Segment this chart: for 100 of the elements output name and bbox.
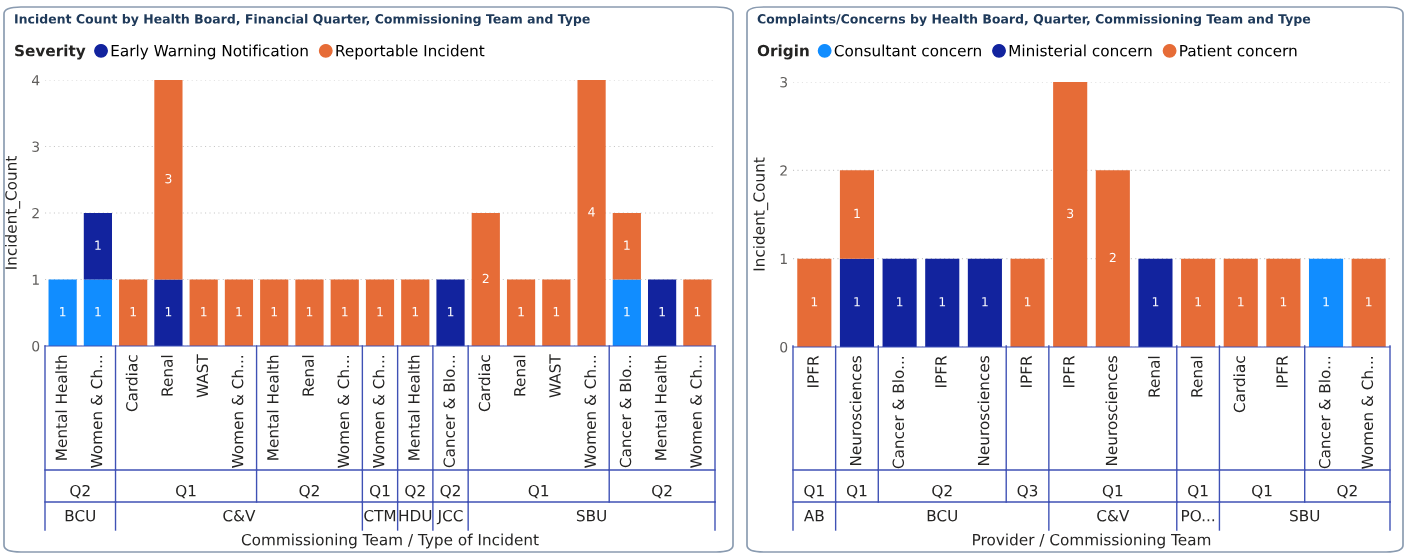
text: BCU [65, 509, 95, 522]
data-label: 1 [518, 307, 524, 317]
bar [365, 279, 395, 346]
y-tick-label: 2 [32, 207, 39, 219]
x-tick-label: Mental Health [266, 355, 279, 460]
bar [612, 213, 641, 280]
bar [48, 279, 77, 346]
x-tick-label: Renal [1148, 356, 1160, 397]
data-label: 1 [1152, 297, 1159, 307]
x-tick-label: Women & Ch... [90, 355, 103, 468]
bar [295, 279, 324, 346]
data-label: 1 [939, 297, 946, 307]
bar [401, 279, 430, 346]
text: Q1 [176, 484, 196, 499]
text: Q2 [652, 484, 672, 499]
data-label: 3 [165, 173, 172, 184]
bar [648, 279, 677, 346]
data-label: 1 [60, 307, 66, 317]
data-label: 1 [854, 297, 860, 307]
data-label: 1 [897, 297, 903, 307]
text: C&V [1097, 509, 1130, 522]
text: BCU [927, 509, 957, 522]
bar [436, 279, 465, 346]
bar [542, 279, 571, 346]
x-tick-label: Cardiac [125, 355, 138, 412]
bar [612, 279, 641, 346]
bar [119, 279, 148, 346]
text: Q2 [440, 484, 460, 499]
chart-title: Incident Count by Health Board, Financial Quarter, Commissioning Team and Type [15, 13, 590, 27]
bar [260, 279, 289, 346]
text: Q1 [1252, 484, 1272, 499]
x-tick-label: Mental Health [654, 355, 667, 460]
x-tick-label: Women & Ch... [337, 355, 350, 468]
bar [83, 213, 112, 280]
data-label: 1 [694, 307, 701, 317]
x-axis-title: Provider / Commissioning Team [973, 533, 1211, 549]
data-label: 1 [553, 307, 560, 317]
bar [1053, 82, 1088, 347]
bar [471, 213, 500, 346]
legend-title: Origin [757, 44, 809, 60]
text: Q2 [405, 484, 425, 499]
text: JCC [436, 509, 463, 525]
bar [1138, 258, 1173, 347]
legend-label: Reportable Incident [336, 44, 485, 60]
x-tick-label: IPFR [1020, 355, 1032, 387]
bar [154, 279, 183, 346]
x-tick-label: Women & Ch... [1361, 356, 1374, 469]
x-tick-label: IPFR [935, 355, 947, 387]
x-tick-label: Cancer & Blo... [443, 355, 455, 468]
x-tick-label: Neurosciences [977, 356, 990, 466]
text: Q1 [528, 484, 549, 499]
bar [1223, 258, 1258, 347]
bar [330, 279, 359, 346]
text: C&V [223, 509, 256, 522]
x-tick-label: Neurosciences [849, 356, 862, 466]
data-label: 2 [482, 273, 489, 283]
bar [797, 258, 832, 347]
data-label: 1 [624, 240, 630, 250]
text: Q2 [1337, 484, 1357, 499]
x-tick-label: IPFR [1063, 355, 1075, 387]
x-tick-label: Mental Health [407, 355, 420, 460]
data-label: 1 [659, 307, 665, 317]
bar [1181, 258, 1216, 347]
legend-label: Early Warning Notification [111, 44, 308, 60]
bar [506, 279, 536, 346]
data-label: 1 [271, 307, 278, 317]
data-label: 1 [1195, 297, 1201, 307]
data-label: 2 [1109, 252, 1116, 263]
data-label: 1 [130, 307, 136, 317]
data-label: 1 [1024, 297, 1031, 307]
x-tick-label: Renal [161, 355, 173, 396]
data-label: 1 [236, 307, 242, 317]
bar [1308, 258, 1344, 347]
legend-label: Ministerial concern [1009, 44, 1152, 57]
bar [154, 80, 183, 280]
x-tick-label: Renal [302, 355, 314, 396]
data-label: 1 [1366, 297, 1372, 307]
text: Q3 [1017, 484, 1038, 499]
text: Q1 [804, 484, 824, 499]
bar [839, 170, 875, 259]
data-label: 1 [1280, 297, 1287, 307]
x-tick-label: IPFR [1276, 355, 1288, 387]
text: HDU [399, 510, 432, 522]
data-label: 1 [95, 307, 101, 317]
x-tick-label: Renal [513, 355, 526, 396]
text: Q1 [846, 484, 867, 499]
x-tick-label: Mental Health [55, 355, 68, 460]
y-axis-title: Incident_Count [752, 157, 769, 271]
text: CTM [364, 509, 396, 522]
x-tick-label: Women & Ch... [584, 355, 597, 468]
bar [1095, 170, 1130, 347]
text: Q1 [1188, 484, 1208, 499]
x-tick-label: Cardiac [1233, 356, 1246, 413]
bar [839, 258, 875, 347]
bar [577, 80, 606, 346]
y-tick-label: 3 [32, 141, 40, 152]
bar [967, 258, 1002, 347]
data-label: 1 [95, 240, 101, 250]
text: PO... [1182, 509, 1215, 522]
bar [925, 258, 960, 347]
